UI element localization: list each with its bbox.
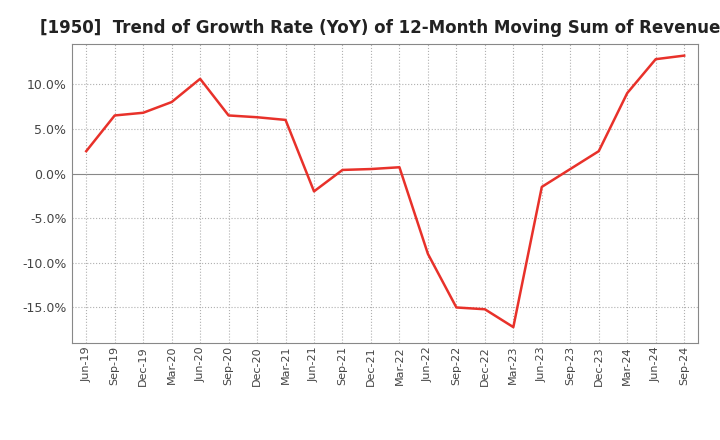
- Title: [1950]  Trend of Growth Rate (YoY) of 12-Month Moving Sum of Revenues: [1950] Trend of Growth Rate (YoY) of 12-…: [40, 19, 720, 37]
